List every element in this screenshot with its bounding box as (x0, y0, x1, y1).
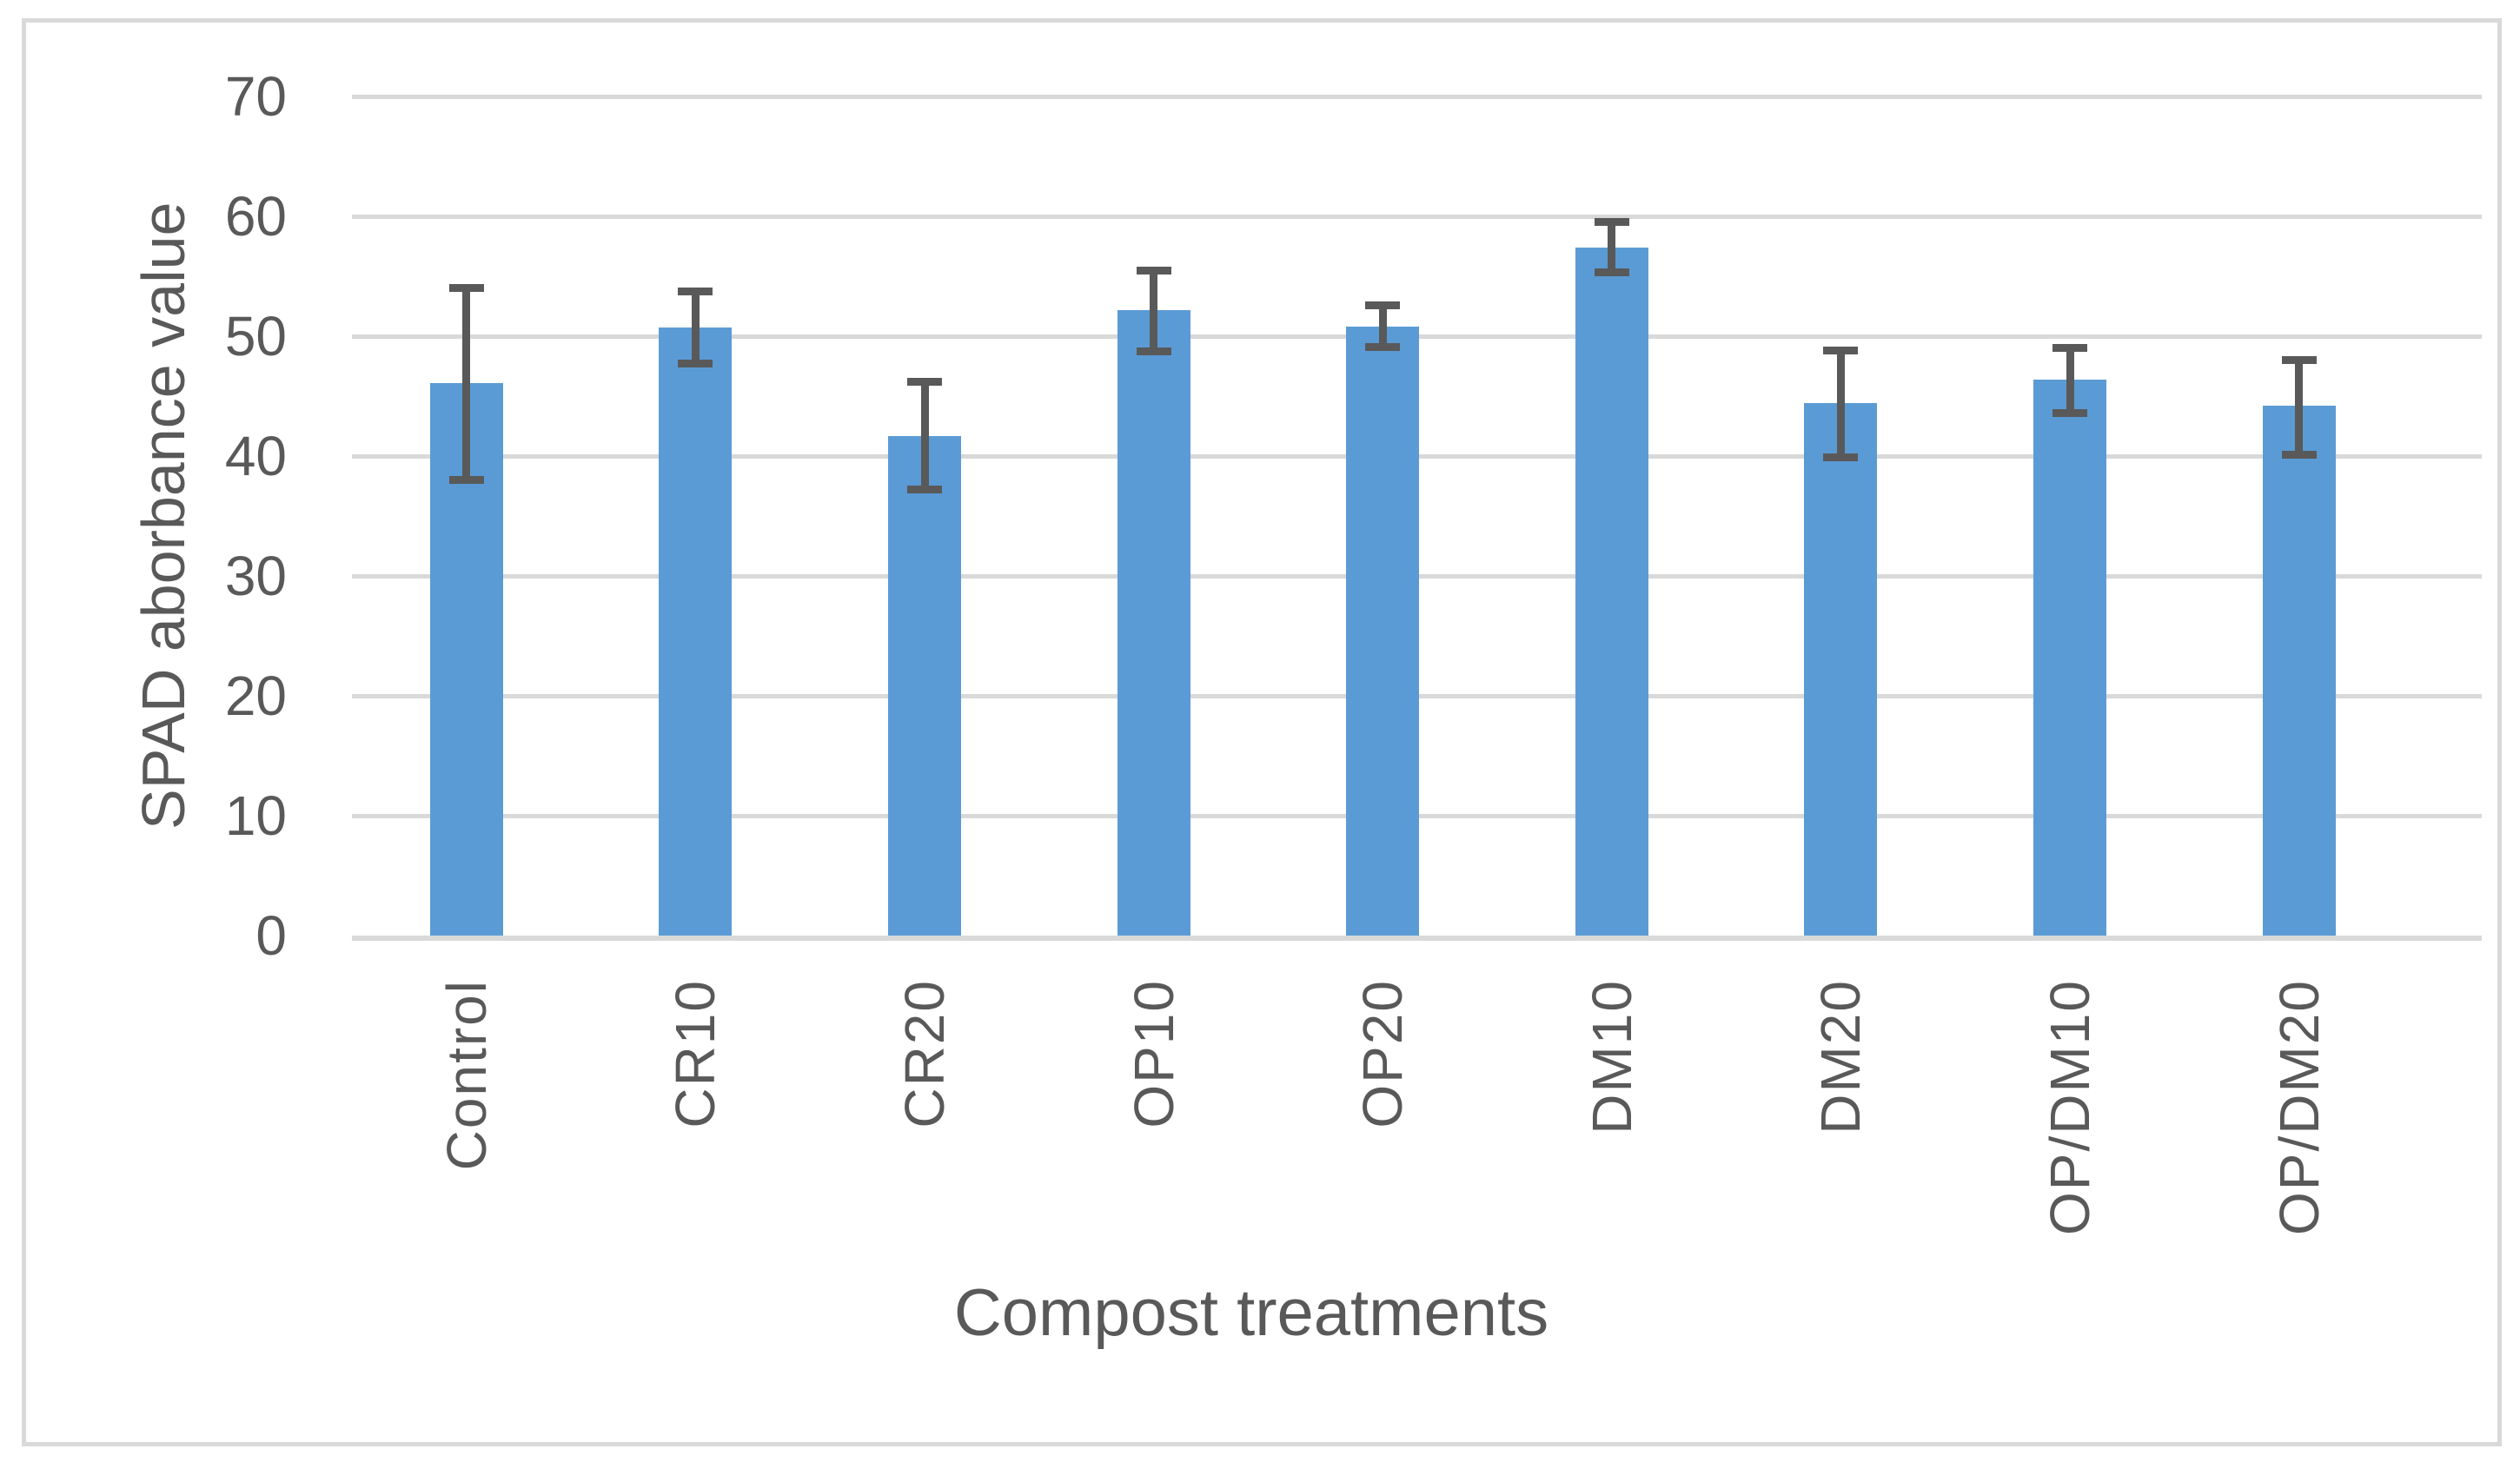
bar (2262, 406, 2336, 936)
error-bar-cap (1365, 342, 1401, 351)
bar (1804, 403, 1878, 936)
error-bar-cap (1365, 301, 1401, 309)
x-category-label: DM10 (1580, 979, 1643, 1135)
y-tick-label: 40 (224, 425, 287, 487)
error-bar-line (462, 288, 471, 480)
error-bar-cap (1594, 218, 1629, 227)
x-category-label: DM20 (1809, 979, 1873, 1135)
error-bar-cap (907, 486, 942, 494)
error-bar-cap (2281, 356, 2317, 365)
x-axis-line (352, 936, 2482, 941)
error-bar-cap (678, 360, 713, 368)
error-bar-cap (678, 288, 713, 296)
error-bar-cap (907, 377, 942, 386)
y-tick-label: 30 (224, 545, 287, 607)
error-bar-cap (1823, 453, 1859, 461)
error-bar-cap (448, 476, 484, 485)
error-bar-cap (448, 284, 484, 293)
bar (1117, 309, 1190, 936)
x-category-label: OP/DM10 (2039, 979, 2101, 1235)
gridline (352, 214, 2482, 219)
bar (659, 327, 733, 936)
error-bar-cap (1823, 347, 1859, 355)
error-bar-line (920, 381, 929, 490)
error-bar-line (2066, 347, 2074, 413)
y-tick-label: 60 (224, 185, 287, 248)
x-axis-title: Compost treatments (953, 1276, 1549, 1350)
y-tick-label: 0 (255, 904, 287, 967)
error-bar-cap (2052, 344, 2087, 353)
bar (1346, 326, 1420, 936)
error-bar-cap (1136, 266, 1171, 275)
error-bar-cap (1136, 347, 1171, 356)
bar (2033, 379, 2106, 936)
y-tick-label: 10 (224, 784, 287, 847)
x-category-label: CR20 (893, 979, 956, 1128)
y-tick-label: 50 (224, 305, 287, 367)
error-bar-line (1150, 270, 1158, 352)
x-category-label: Control (434, 979, 498, 1171)
error-bar-line (1378, 305, 1387, 347)
bar (1575, 247, 1648, 936)
error-bar-line (2295, 360, 2304, 455)
error-bar-cap (1594, 268, 1629, 277)
y-tick-label: 20 (224, 665, 287, 727)
plot-area (352, 94, 2482, 941)
x-category-label: CR10 (664, 979, 727, 1128)
x-category-label: OP/DM20 (2267, 979, 2331, 1235)
error-bar-line (1836, 350, 1845, 458)
y-tick-label: 70 (224, 65, 287, 128)
error-bar-cap (2052, 408, 2087, 417)
bar (888, 435, 961, 936)
error-bar-line (1608, 222, 1616, 273)
gridline (352, 94, 2482, 99)
error-bar-cap (2281, 451, 2317, 460)
error-bar-line (691, 291, 700, 364)
x-category-label: OP10 (1122, 979, 1185, 1128)
x-category-label: OP20 (1351, 979, 1415, 1128)
